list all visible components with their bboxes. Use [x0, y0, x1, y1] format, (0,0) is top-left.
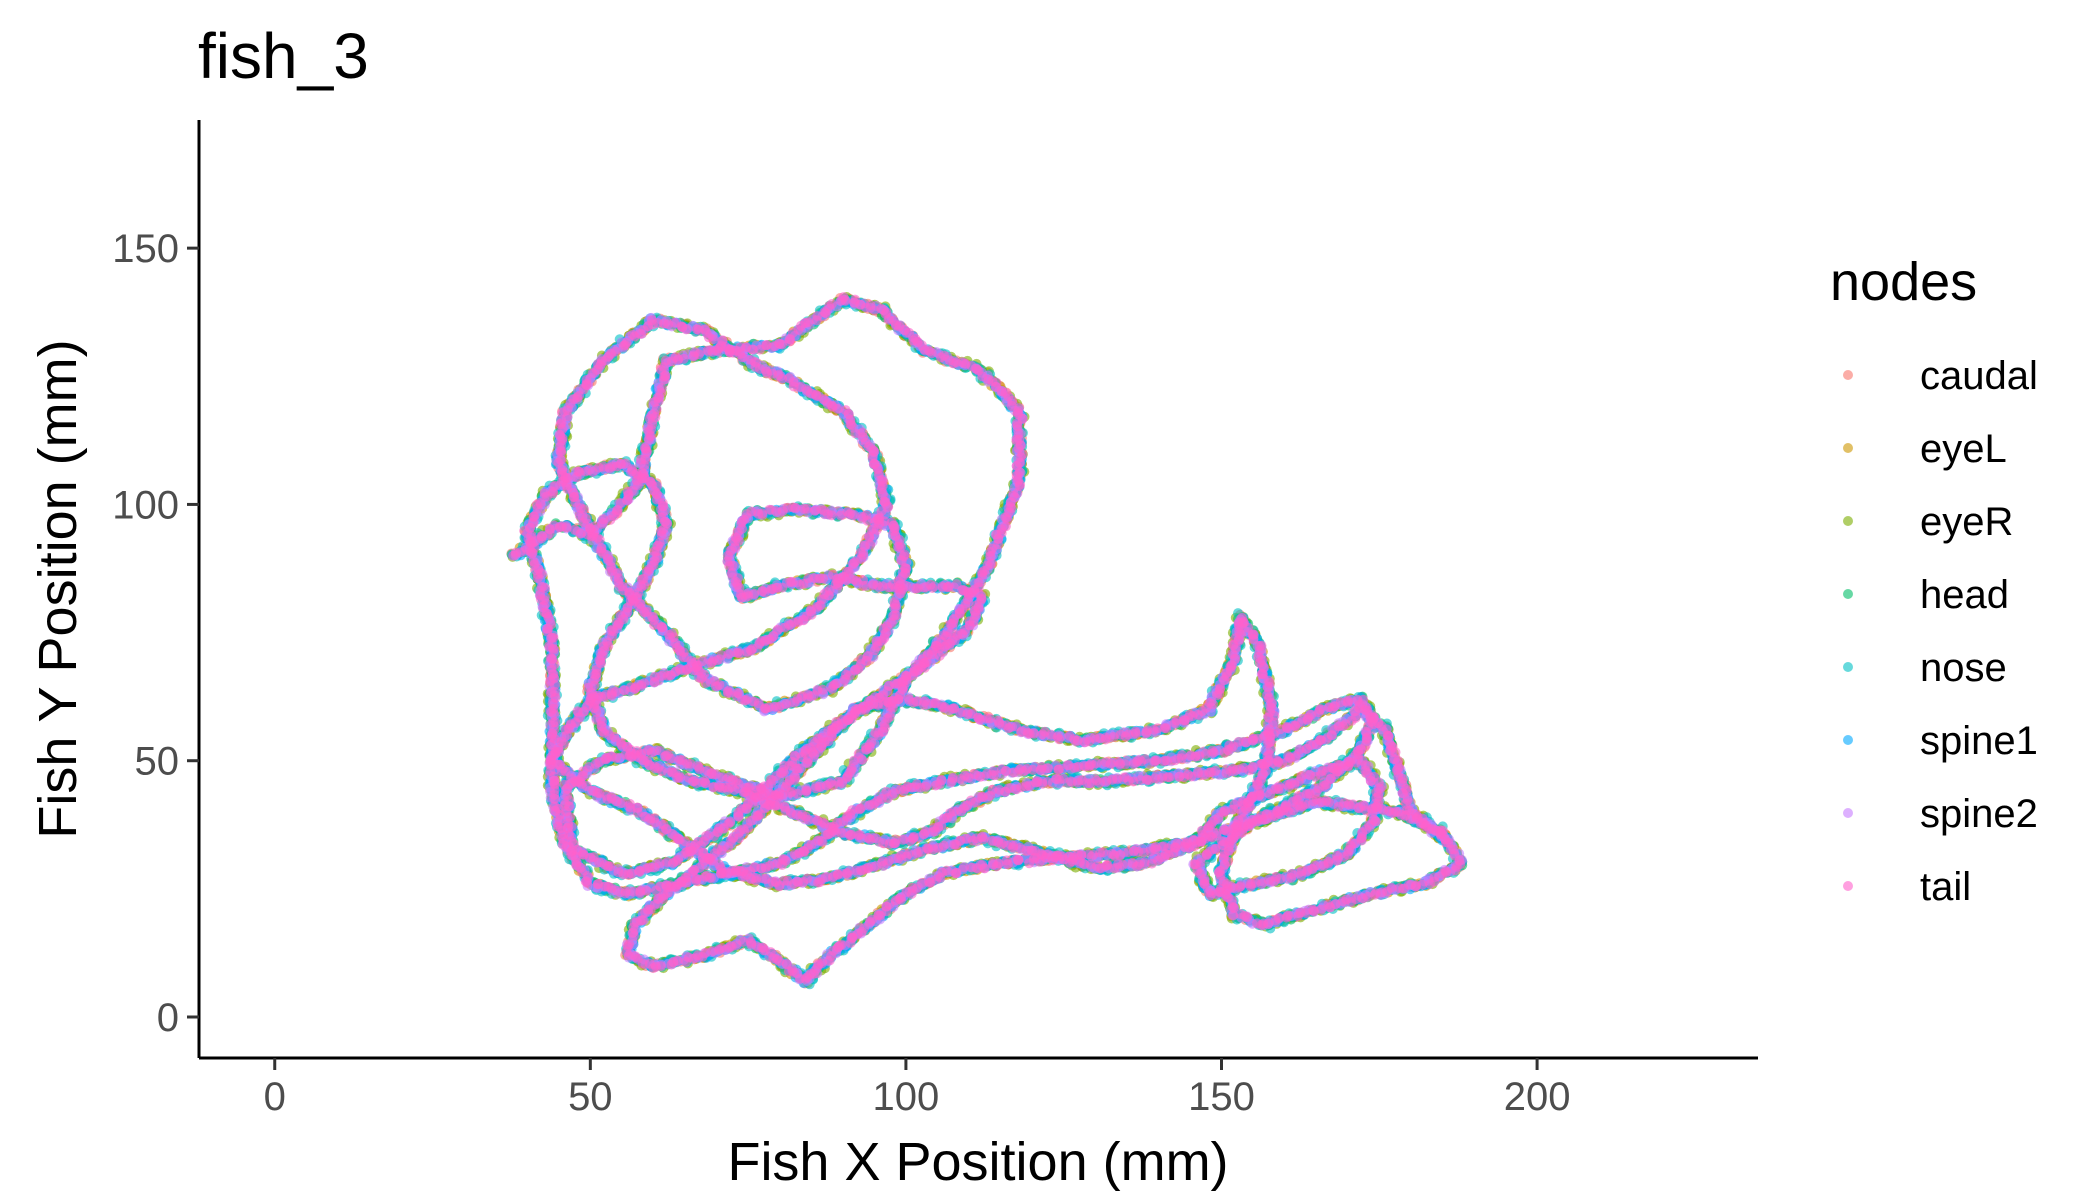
- data-points: [506, 292, 1468, 990]
- series-eyeR: [507, 292, 1466, 984]
- chart-title: fish_3: [198, 20, 369, 92]
